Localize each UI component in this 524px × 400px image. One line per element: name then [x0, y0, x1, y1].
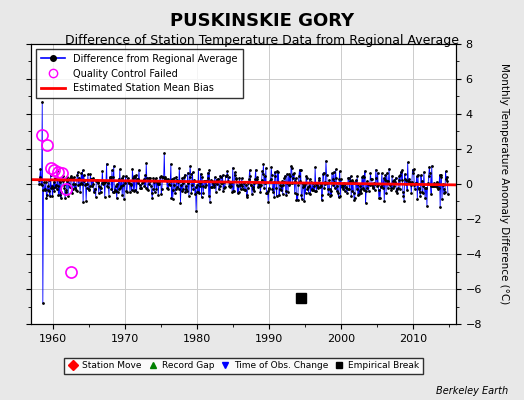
Text: PUSKINSKIE GORY: PUSKINSKIE GORY — [170, 12, 354, 30]
Y-axis label: Monthly Temperature Anomaly Difference (°C): Monthly Temperature Anomaly Difference (… — [499, 63, 509, 305]
Legend: Station Move, Record Gap, Time of Obs. Change, Empirical Break: Station Move, Record Gap, Time of Obs. C… — [64, 358, 423, 374]
Text: Difference of Station Temperature Data from Regional Average: Difference of Station Temperature Data f… — [65, 34, 459, 47]
Text: Berkeley Earth: Berkeley Earth — [436, 386, 508, 396]
